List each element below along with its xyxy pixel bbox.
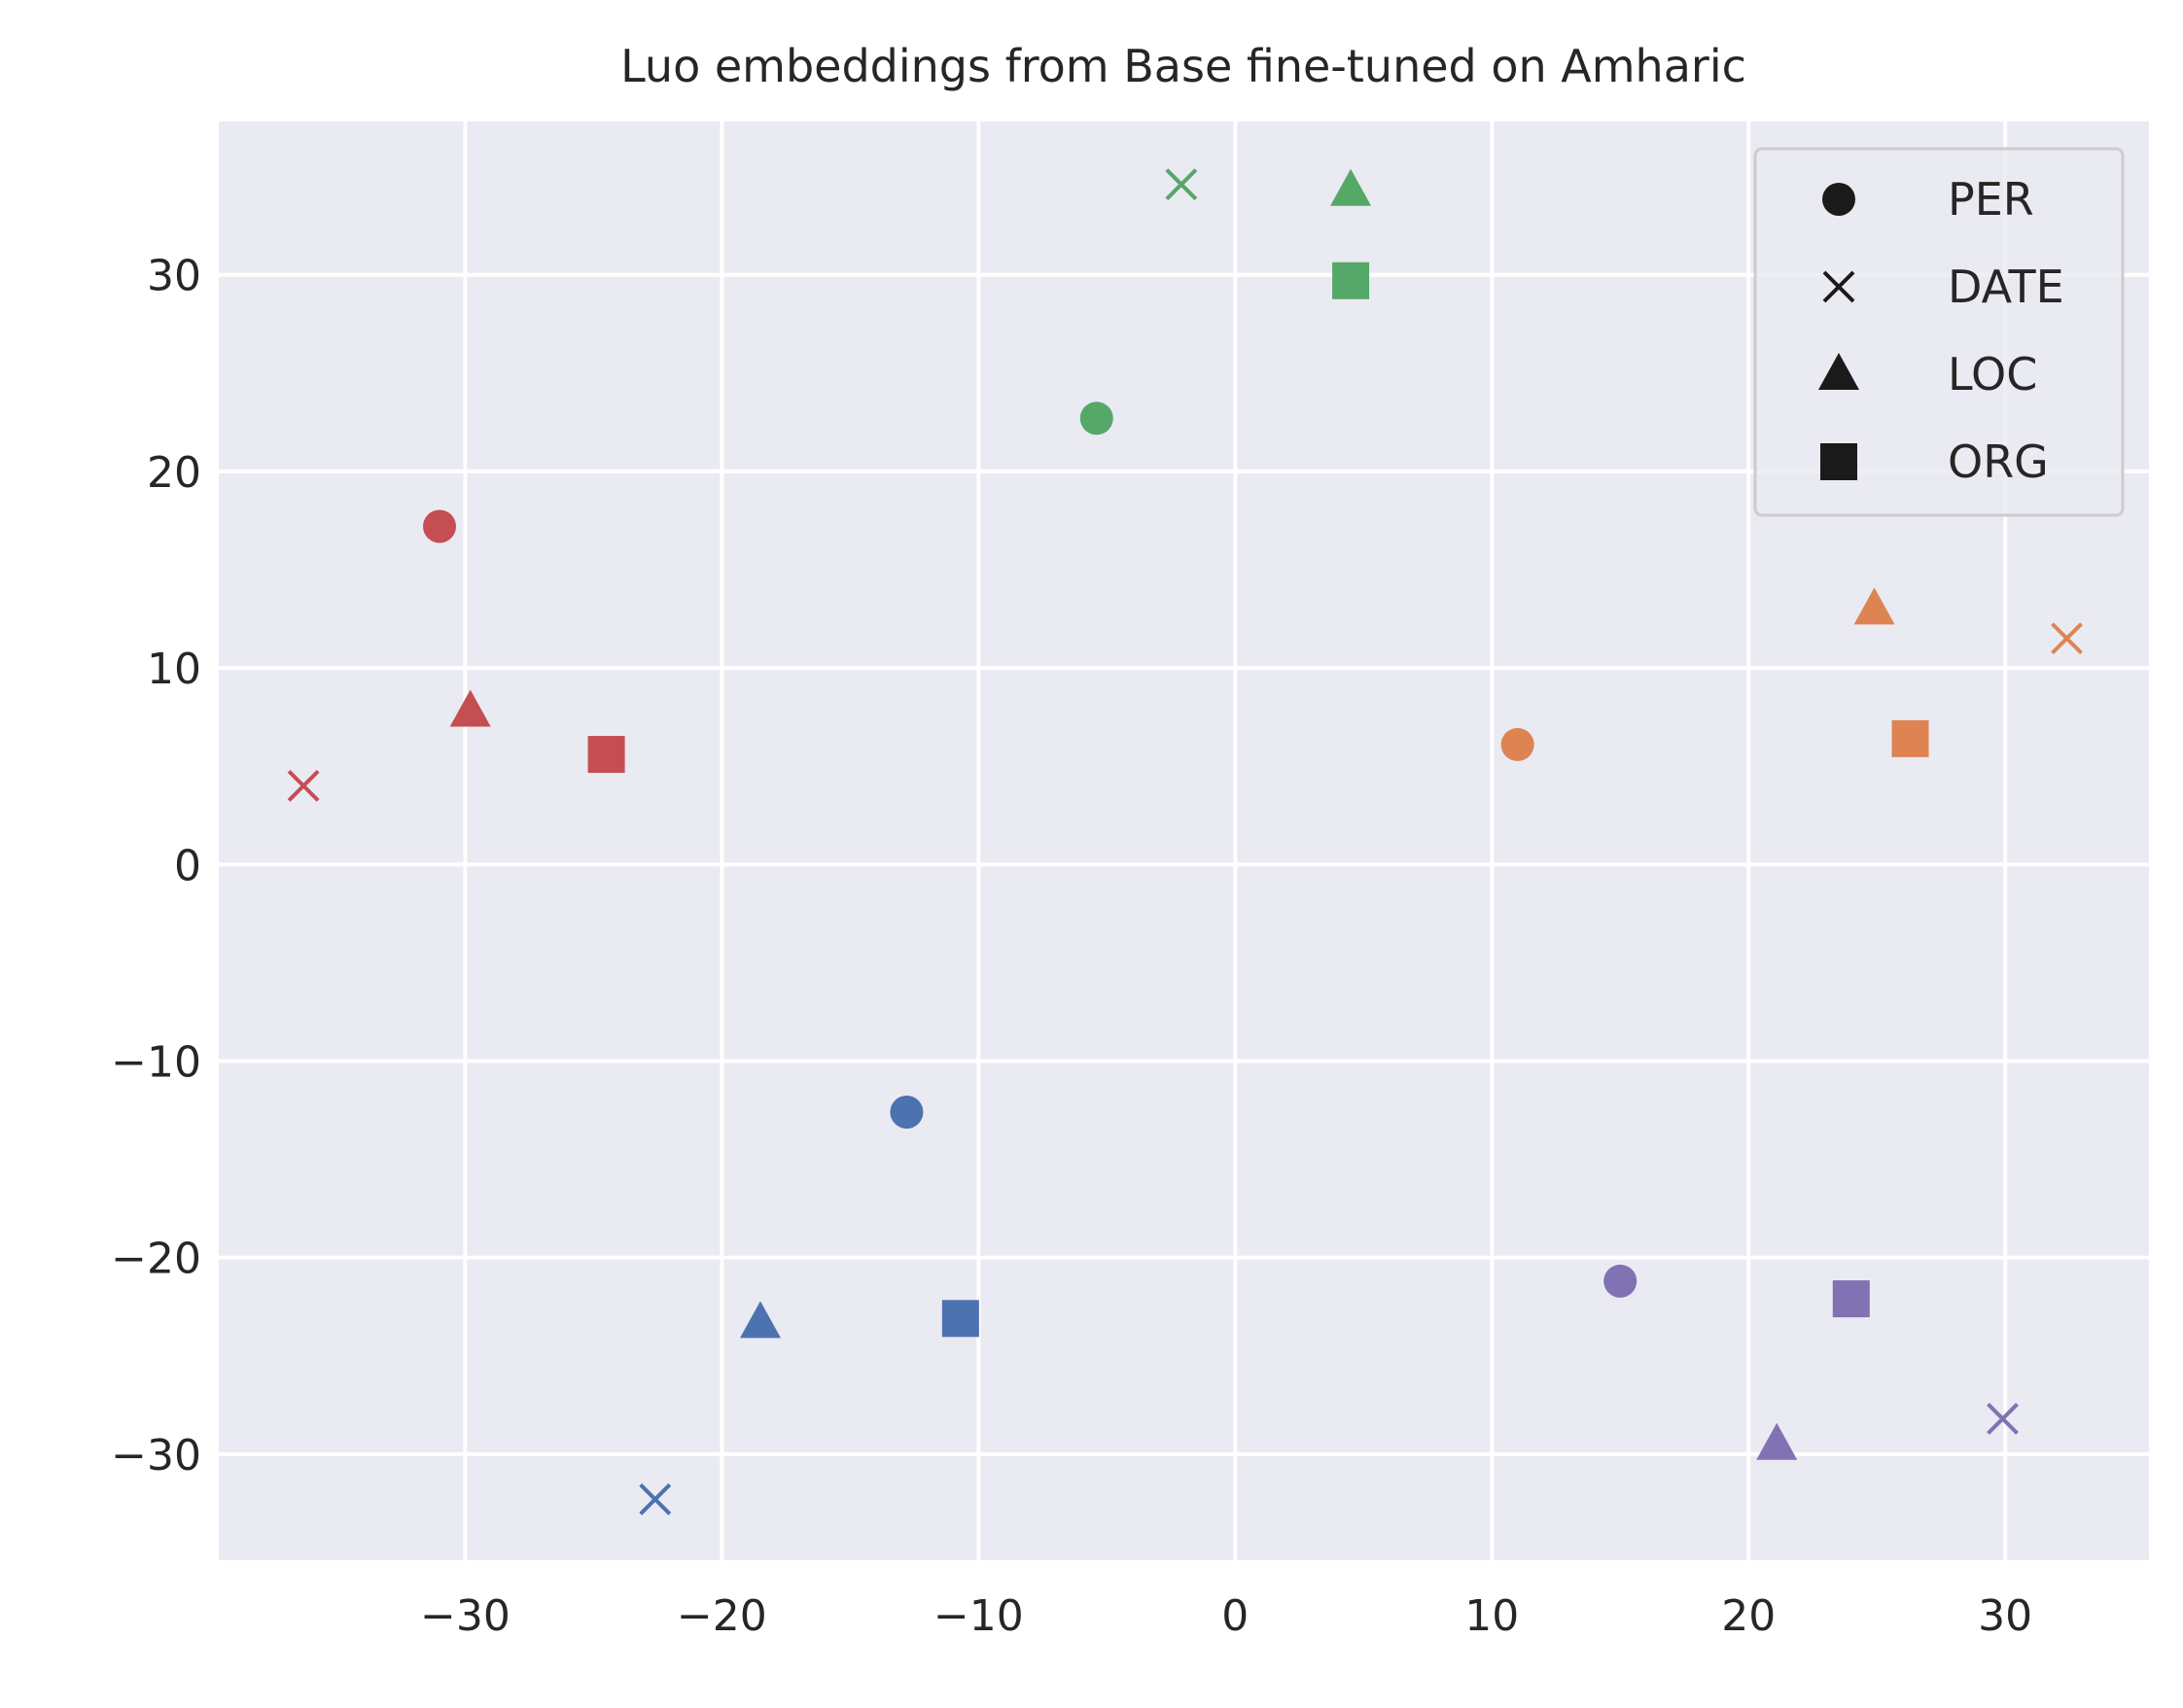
x-tick-label: 20 <box>1721 1591 1776 1641</box>
data-points <box>287 168 2083 1516</box>
y-tick-label: −30 <box>111 1431 201 1481</box>
data-point-triangle <box>1756 1422 1798 1460</box>
data-point-triangle <box>1330 168 1372 206</box>
legend-entries: PER DATE LOC ORG <box>1818 173 2064 488</box>
data-point-x <box>1987 1403 2019 1435</box>
y-tick-label: 0 <box>174 841 201 890</box>
legend-label: LOC <box>1948 348 2037 401</box>
data-point-circle <box>1079 401 1113 436</box>
legend-marker-triangle <box>1818 353 1859 390</box>
data-point-square <box>941 1300 979 1338</box>
legend-box <box>1753 147 2125 517</box>
data-point-square <box>587 736 625 774</box>
x-tick-label: 30 <box>1978 1591 2032 1641</box>
legend-marker-square <box>1820 443 1857 480</box>
data-point-triangle <box>1853 587 1895 625</box>
legend-label: ORG <box>1948 436 2049 488</box>
data-point-x <box>287 769 320 802</box>
x-tick-label: −20 <box>677 1591 767 1641</box>
grid-lines <box>219 122 2149 1560</box>
legend-label: PER <box>1948 173 2034 226</box>
data-point-square <box>1832 1280 1870 1318</box>
x-tick-label: 10 <box>1464 1591 1519 1641</box>
data-point-x <box>2051 622 2083 655</box>
data-point-triangle <box>739 1301 781 1339</box>
legend-marker-circle <box>1822 183 1855 216</box>
data-point-circle <box>1500 727 1534 761</box>
x-tick-label: −30 <box>420 1591 511 1641</box>
y-tick-label: 30 <box>147 252 201 301</box>
y-tick-label: −20 <box>111 1235 201 1284</box>
data-point-x <box>1165 168 1198 201</box>
legend-label: DATE <box>1948 261 2064 313</box>
y-tick-label: 10 <box>147 645 201 694</box>
data-point-x <box>639 1482 672 1516</box>
x-tick-label: 0 <box>1221 1591 1249 1641</box>
y-tick-label: −10 <box>111 1037 201 1087</box>
data-point-circle <box>1603 1264 1637 1298</box>
data-point-circle <box>890 1096 924 1130</box>
y-tick-label: 20 <box>147 448 201 498</box>
data-point-circle <box>423 509 457 543</box>
data-point-square <box>1891 719 1929 757</box>
x-tick-label: −10 <box>933 1591 1024 1641</box>
data-point-triangle <box>449 689 491 727</box>
legend-marker-x <box>1822 270 1855 303</box>
legend: PER DATE LOC ORG <box>1753 147 2125 517</box>
chart-title: Luo embeddings from Base fine-tuned on A… <box>620 40 1746 92</box>
tick-labels: −30 −20 −10 0 10 20 30 −30 −20 −10 0 10 20 30 <box>111 252 2032 1641</box>
data-point-square <box>1332 261 1370 299</box>
